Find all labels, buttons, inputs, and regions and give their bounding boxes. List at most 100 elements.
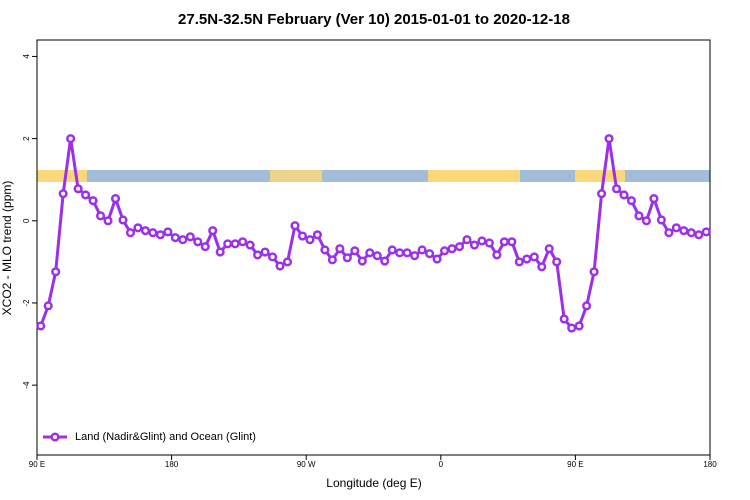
- point: [245, 240, 255, 250]
- point: [544, 244, 554, 254]
- point: [148, 228, 158, 238]
- y-tick-label: -2: [22, 299, 31, 307]
- point: [492, 250, 502, 260]
- x-tick-label: 180: [165, 460, 179, 469]
- point: [66, 134, 76, 144]
- point: [268, 252, 278, 262]
- legend-label: Land (Nadir&Glint) and Ocean (Glint): [75, 431, 256, 443]
- point: [170, 233, 180, 243]
- point: [641, 216, 651, 226]
- point: [88, 196, 98, 206]
- point: [282, 257, 293, 267]
- point: [537, 262, 547, 272]
- point: [694, 230, 704, 240]
- point: [275, 261, 285, 271]
- point: [462, 235, 472, 245]
- point: [193, 237, 203, 247]
- point: [312, 230, 322, 240]
- point: [522, 254, 532, 264]
- point: [567, 323, 577, 333]
- x-tick-label: 90 W: [297, 460, 316, 469]
- point: [305, 235, 315, 245]
- point: [163, 227, 173, 237]
- point: [656, 215, 666, 225]
- x-tick-label: 0: [439, 460, 444, 469]
- point: [185, 232, 195, 242]
- x-tick-label: 90 E: [567, 460, 583, 469]
- point: [447, 244, 457, 254]
- point: [582, 301, 592, 311]
- point: [477, 236, 487, 246]
- y-axis-label: XCO2 - MLO trend (ppm): [0, 181, 14, 316]
- point: [671, 223, 681, 233]
- point: [155, 230, 165, 240]
- point: [110, 194, 121, 204]
- legend-marker: [50, 432, 60, 442]
- point: [395, 248, 405, 258]
- point: [380, 256, 390, 266]
- point: [417, 245, 427, 255]
- point: [58, 189, 68, 199]
- point: [664, 228, 674, 238]
- point: [387, 245, 397, 255]
- point: [118, 215, 128, 225]
- point: [73, 184, 83, 194]
- point: [410, 251, 420, 261]
- series-line: [39, 138, 707, 330]
- point: [260, 247, 270, 257]
- point: [634, 211, 644, 221]
- point: [103, 216, 113, 226]
- point: [626, 196, 637, 206]
- point: [238, 237, 248, 247]
- point: [402, 248, 412, 258]
- point: [469, 240, 480, 250]
- point: [372, 251, 382, 261]
- point: [589, 267, 599, 277]
- point: [215, 247, 225, 257]
- land-ocean-strip: [37, 170, 710, 182]
- point: [133, 223, 143, 233]
- point: [125, 228, 136, 238]
- point: [178, 235, 188, 245]
- point: [597, 189, 607, 199]
- point: [36, 321, 46, 331]
- point: [679, 226, 689, 236]
- point: [559, 314, 569, 324]
- point: [350, 246, 360, 256]
- point: [290, 221, 300, 231]
- x-tick-label: 180: [703, 460, 717, 469]
- point: [230, 239, 240, 249]
- point: [574, 321, 584, 331]
- point: [253, 250, 263, 260]
- point: [611, 184, 622, 194]
- point: [327, 255, 337, 265]
- point: [357, 256, 367, 266]
- x-tick-label: 90 E: [29, 460, 45, 469]
- point: [43, 301, 53, 311]
- point: [96, 211, 106, 221]
- y-tick-label: -4: [22, 381, 31, 389]
- y-tick-label: 2: [22, 136, 31, 141]
- point: [701, 227, 711, 237]
- point: [335, 244, 345, 254]
- point: [200, 242, 210, 252]
- point: [499, 237, 509, 247]
- point: [425, 249, 435, 259]
- point: [51, 267, 61, 277]
- point: [552, 257, 562, 267]
- point: [686, 228, 696, 238]
- point: [529, 252, 539, 262]
- point: [454, 242, 465, 252]
- point: [514, 257, 524, 267]
- plot-frame: [36, 39, 711, 456]
- point: [439, 246, 450, 256]
- point: [140, 226, 150, 236]
- point: [320, 245, 330, 255]
- point: [507, 237, 517, 247]
- chart-title: 27.5N-32.5N February (Ver 10) 2015-01-01…: [178, 11, 570, 28]
- point: [81, 190, 91, 200]
- y-tick-label: 0: [22, 218, 31, 223]
- y-tick-label: 4: [22, 54, 31, 59]
- point: [223, 239, 233, 249]
